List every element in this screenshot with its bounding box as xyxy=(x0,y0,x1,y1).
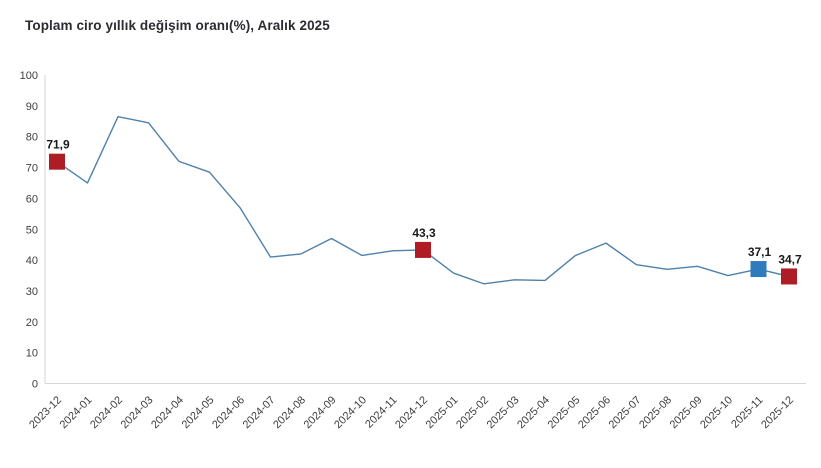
data-point-label-2025-12: 34,7 xyxy=(778,252,802,266)
x-tick-label: 2025-08 xyxy=(637,394,674,431)
y-tick-label: 100 xyxy=(20,70,38,82)
x-tick-label: 2024-12 xyxy=(393,394,430,431)
y-tick-label: 70 xyxy=(26,163,38,175)
data-point-label-2025-11: 37,1 xyxy=(748,245,772,259)
x-tick-label: 2024-06 xyxy=(210,394,247,431)
x-tick-label: 2024-05 xyxy=(180,394,217,431)
y-tick-label: 60 xyxy=(26,193,38,205)
y-tick-label: 50 xyxy=(26,224,38,236)
y-tick-label: 40 xyxy=(26,255,38,267)
x-tick-label: 2024-10 xyxy=(332,394,369,431)
x-tick-label: 2025-12 xyxy=(759,394,796,431)
x-tick-label: 2025-10 xyxy=(698,394,735,431)
x-tick-label: 2025-01 xyxy=(424,394,461,431)
data-point-marker-2023-12[interactable] xyxy=(49,153,65,170)
y-tick-label: 80 xyxy=(26,132,38,144)
x-tick-label: 2024-04 xyxy=(149,394,186,431)
x-tick-label: 2023-12 xyxy=(27,394,64,431)
y-tick-label: 30 xyxy=(26,286,38,298)
data-point-label-2024-12: 43,3 xyxy=(412,226,436,240)
data-point-marker-2024-12[interactable] xyxy=(415,241,431,258)
x-tick-label: 2025-09 xyxy=(668,394,705,431)
chart-title: Toplam ciro yıllık değişim oranı(%), Ara… xyxy=(25,18,330,33)
x-tick-label: 2025-06 xyxy=(576,394,613,431)
x-tick-label: 2024-03 xyxy=(119,394,156,431)
data-point-marker-2025-11[interactable] xyxy=(750,261,767,278)
x-tick-label: 2025-07 xyxy=(607,394,644,431)
x-tick-label: 2025-04 xyxy=(515,394,552,431)
x-tick-label: 2024-09 xyxy=(302,394,339,431)
data-point-label-2023-12: 71,9 xyxy=(46,138,70,152)
y-tick-label: 20 xyxy=(26,317,38,329)
y-tick-label: 0 xyxy=(32,379,38,391)
x-tick-label: 2025-03 xyxy=(485,394,522,431)
data-point-marker-2025-12[interactable] xyxy=(781,268,797,285)
y-tick-label: 90 xyxy=(26,101,38,113)
x-tick-label: 2024-07 xyxy=(241,394,278,431)
x-tick-label: 2025-02 xyxy=(454,394,491,431)
series-line[interactable] xyxy=(56,115,790,285)
y-tick-label: 10 xyxy=(26,348,38,360)
x-tick-label: 2024-01 xyxy=(58,394,95,431)
x-tick-label: 2024-08 xyxy=(271,394,308,431)
x-tick-label: 2024-02 xyxy=(88,394,125,431)
x-tick-label: 2025-05 xyxy=(546,394,583,431)
